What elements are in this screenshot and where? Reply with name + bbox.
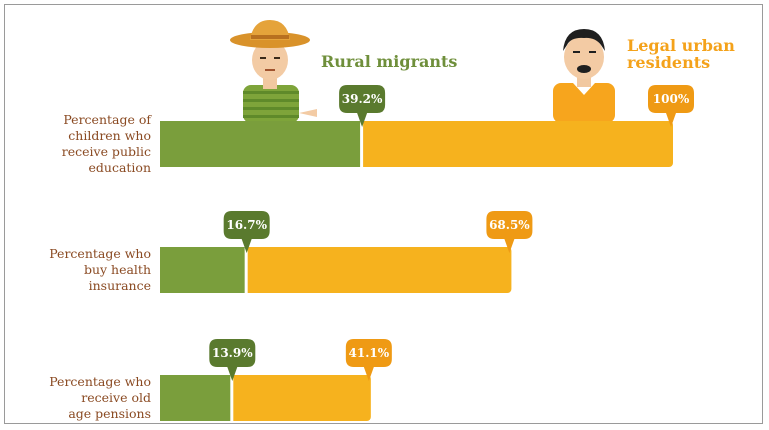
pin-rural-1-text: 39.2% (342, 92, 383, 106)
bar-urban-2 (160, 247, 512, 293)
chart-frame: Rural migrants Legal urban residents Perce… (4, 4, 763, 424)
category-label-2: buy health (84, 262, 151, 277)
pin-urban-2-text: 68.5% (489, 218, 530, 232)
pin-rural-2-text: 16.7% (226, 218, 267, 232)
pin-urban-2: 68.5% (486, 211, 533, 253)
legend-legal-urban-residents: residents (627, 53, 710, 72)
legend-rural-migrants: Rural migrants (321, 52, 457, 71)
category-label-2: insurance (89, 278, 151, 293)
category-label-3: Percentage who (49, 374, 151, 389)
category-label-1: receive public (62, 144, 151, 159)
bar-divider-2 (244, 247, 248, 293)
category-label-3: age pensions (68, 406, 151, 421)
pin-urban-3: 41.1% (345, 339, 392, 381)
category-label-3: receive old (81, 390, 151, 405)
bar-rural-1 (160, 121, 362, 167)
pin-urban-1: 100% (648, 85, 694, 127)
category-label-1: education (89, 160, 152, 175)
bar-rural-2 (160, 247, 246, 293)
bar-rural-3 (160, 375, 232, 421)
legend-legal-urban-residents: Legal urban (627, 36, 735, 55)
pin-urban-3-text: 41.1% (349, 346, 390, 360)
pin-rural-1: 39.2% (339, 85, 386, 127)
category-label-2: Percentage who (49, 246, 151, 261)
bar-divider-1 (360, 121, 364, 167)
pin-rural-3-text: 13.9% (212, 346, 253, 360)
pin-rural-2: 16.7% (223, 211, 270, 253)
bar-divider-3 (230, 375, 234, 421)
pin-rural-3: 13.9% (209, 339, 256, 381)
category-label-1: Percentage of (63, 112, 152, 127)
category-label-1: children who (68, 128, 151, 143)
man-in-orange-shirt-icon (553, 29, 615, 123)
pin-urban-1-text: 100% (653, 92, 690, 106)
farmer-with-straw-hat-icon (230, 20, 317, 123)
